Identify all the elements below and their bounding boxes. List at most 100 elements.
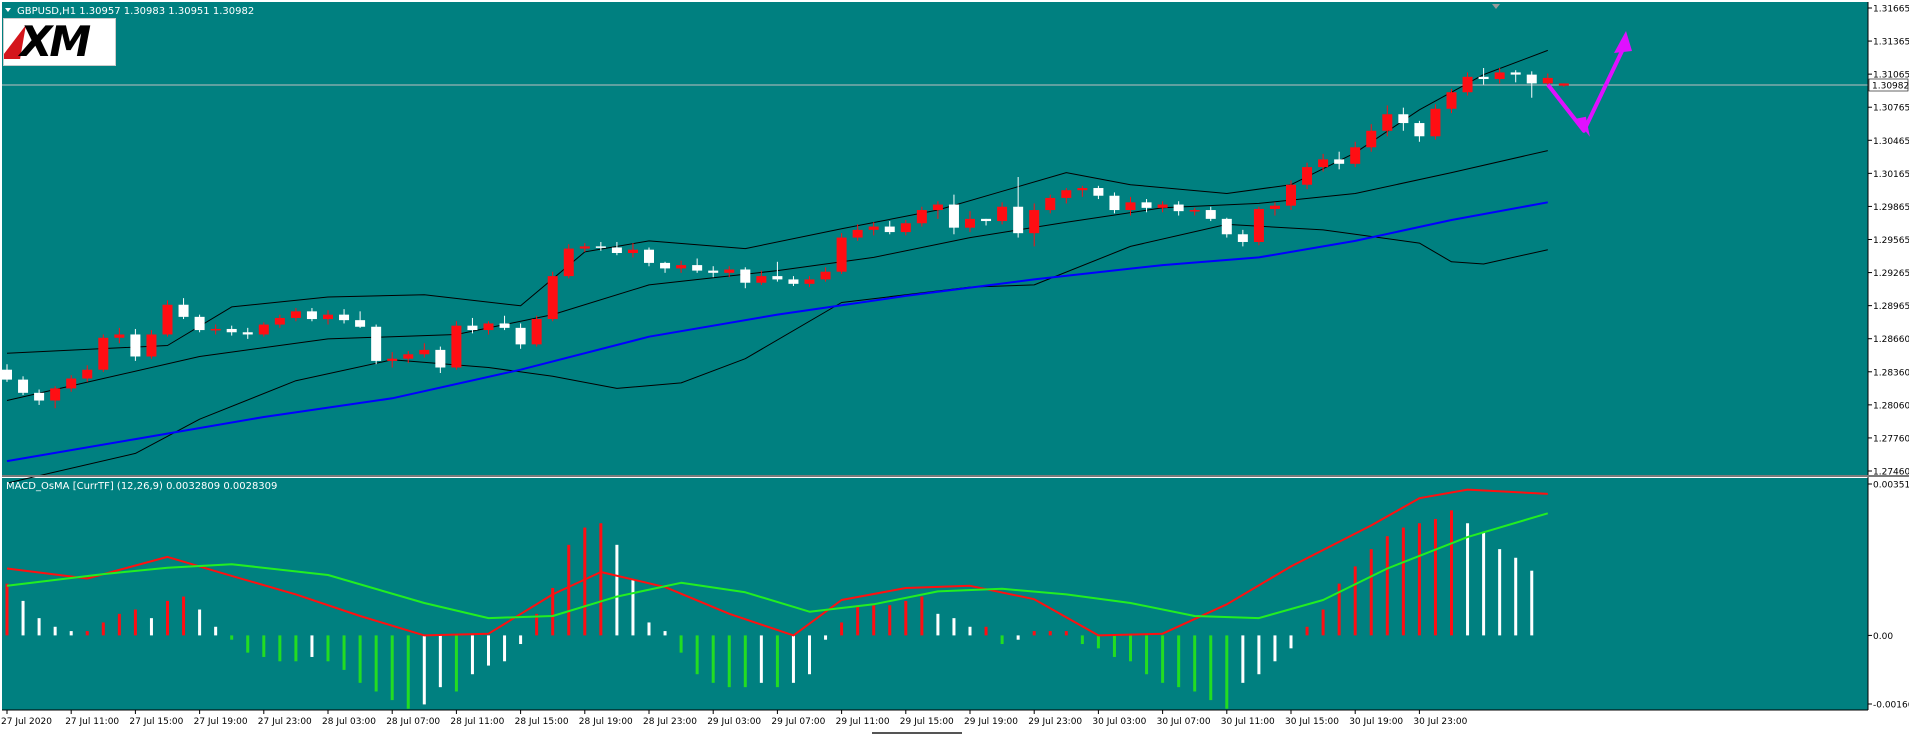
shift-marker-icon — [1492, 4, 1500, 9]
candle-body — [1093, 188, 1104, 196]
histogram-bar — [1289, 635, 1293, 649]
candle-body — [451, 325, 462, 368]
histogram-bar — [53, 626, 57, 636]
histogram-bar — [438, 635, 442, 688]
price-axis-label: 1.27760 — [1873, 434, 1909, 444]
candle-body — [820, 271, 831, 280]
candle-body — [1510, 72, 1521, 75]
histogram-bar — [262, 635, 266, 657]
symbol-dropdown-icon[interactable] — [5, 8, 11, 12]
time-axis-label: 29 Jul 11:00 — [836, 717, 890, 727]
price-axis-label: 1.30465 — [1873, 137, 1909, 147]
price-axis-label: 1.28060 — [1873, 401, 1909, 411]
histogram-bar — [663, 631, 667, 636]
candle-body — [387, 358, 398, 361]
candle-body — [1494, 72, 1505, 80]
histogram-bar — [1209, 635, 1213, 701]
candle-body — [804, 279, 815, 284]
histogram-bar — [551, 587, 555, 636]
time-axis-label: 30 Jul 19:00 — [1349, 717, 1403, 727]
price-axis-label: 1.28360 — [1873, 368, 1909, 378]
candle-body — [708, 270, 719, 273]
histogram-bar — [599, 523, 603, 636]
symbol-info: GBPUSD,H1 1.30957 1.30983 1.30951 1.3098… — [17, 6, 254, 17]
candle-body — [1414, 123, 1425, 137]
candle-body — [435, 349, 446, 368]
time-axis-label: 30 Jul 07:00 — [1157, 717, 1211, 727]
histogram-bar — [374, 635, 378, 692]
histogram-bar — [904, 600, 908, 636]
histogram-bar — [406, 635, 410, 709]
histogram-bar — [37, 618, 41, 636]
indicator-axis-label: 0.00 — [1873, 632, 1893, 642]
histogram-bar — [1048, 631, 1052, 636]
histogram-bar — [1482, 531, 1486, 636]
candle-body — [66, 378, 77, 389]
candle-body — [740, 269, 751, 283]
candle-body — [1125, 202, 1136, 211]
histogram-bar — [358, 635, 362, 683]
histogram-bar — [278, 635, 282, 662]
candle-body — [1286, 184, 1296, 206]
histogram-bar — [117, 613, 121, 636]
time-axis-label: 27 Jul 11:00 — [65, 717, 119, 727]
histogram-bar — [695, 635, 699, 675]
candle-body — [467, 325, 478, 331]
histogram-bar — [1225, 635, 1229, 709]
histogram-bar — [711, 635, 715, 683]
price-indicators — [2, 49, 1868, 484]
histogram-bar — [1112, 635, 1116, 657]
candle-body — [1446, 92, 1457, 109]
histogram-bar — [294, 635, 298, 662]
histogram-bar — [1466, 523, 1470, 636]
histogram-bar — [583, 527, 587, 636]
candle-body — [499, 323, 510, 328]
candle-body — [1350, 147, 1361, 164]
histogram-bar — [454, 635, 458, 692]
histogram-bar — [1321, 609, 1325, 636]
bollinger-lower-line — [6, 223, 1548, 484]
histogram-bar — [1145, 635, 1149, 675]
candle-body — [788, 279, 799, 284]
candle-body — [900, 223, 911, 233]
histogram-bar — [888, 605, 892, 636]
time-axis-label: 28 Jul 15:00 — [515, 717, 569, 727]
candle-body — [660, 262, 671, 269]
candle-body — [34, 392, 45, 401]
candle-body — [1462, 76, 1473, 93]
histogram-bar — [984, 626, 988, 636]
candle-body — [981, 218, 992, 222]
candle-body — [1077, 188, 1088, 191]
histogram-bar — [872, 605, 876, 636]
candle-body — [627, 249, 638, 253]
histogram-bar — [840, 622, 844, 636]
histogram-bar — [246, 635, 250, 653]
candle-body — [1382, 114, 1393, 131]
histogram-bar — [647, 622, 651, 636]
current-price-box — [1868, 78, 1909, 92]
candle-body — [692, 265, 703, 271]
candle-body — [1205, 210, 1216, 219]
histogram-bar — [390, 635, 394, 701]
indicator-panel[interactable] — [2, 478, 1868, 710]
candle-body — [403, 354, 414, 359]
time-axis-label: 28 Jul 19:00 — [579, 717, 633, 727]
time-axis-label: 28 Jul 03:00 — [322, 717, 376, 727]
time-axis-label: 30 Jul 03:00 — [1092, 717, 1146, 727]
price-axis-label: 1.27460 — [1873, 468, 1909, 478]
histogram-bar — [1241, 635, 1245, 683]
candle-body — [226, 328, 237, 333]
candle-body — [1109, 195, 1120, 211]
candle-body — [194, 316, 205, 331]
candle-body — [323, 314, 333, 320]
forecast-arrow — [1546, 30, 1632, 137]
time-axis-label: 27 Jul 15:00 — [129, 717, 183, 727]
candle-body — [1189, 210, 1200, 212]
main-chart-panel[interactable] — [2, 2, 1868, 475]
candle-body — [1478, 76, 1489, 80]
histogram-bar — [166, 600, 169, 636]
price-axis-label: 1.28965 — [1873, 302, 1909, 312]
